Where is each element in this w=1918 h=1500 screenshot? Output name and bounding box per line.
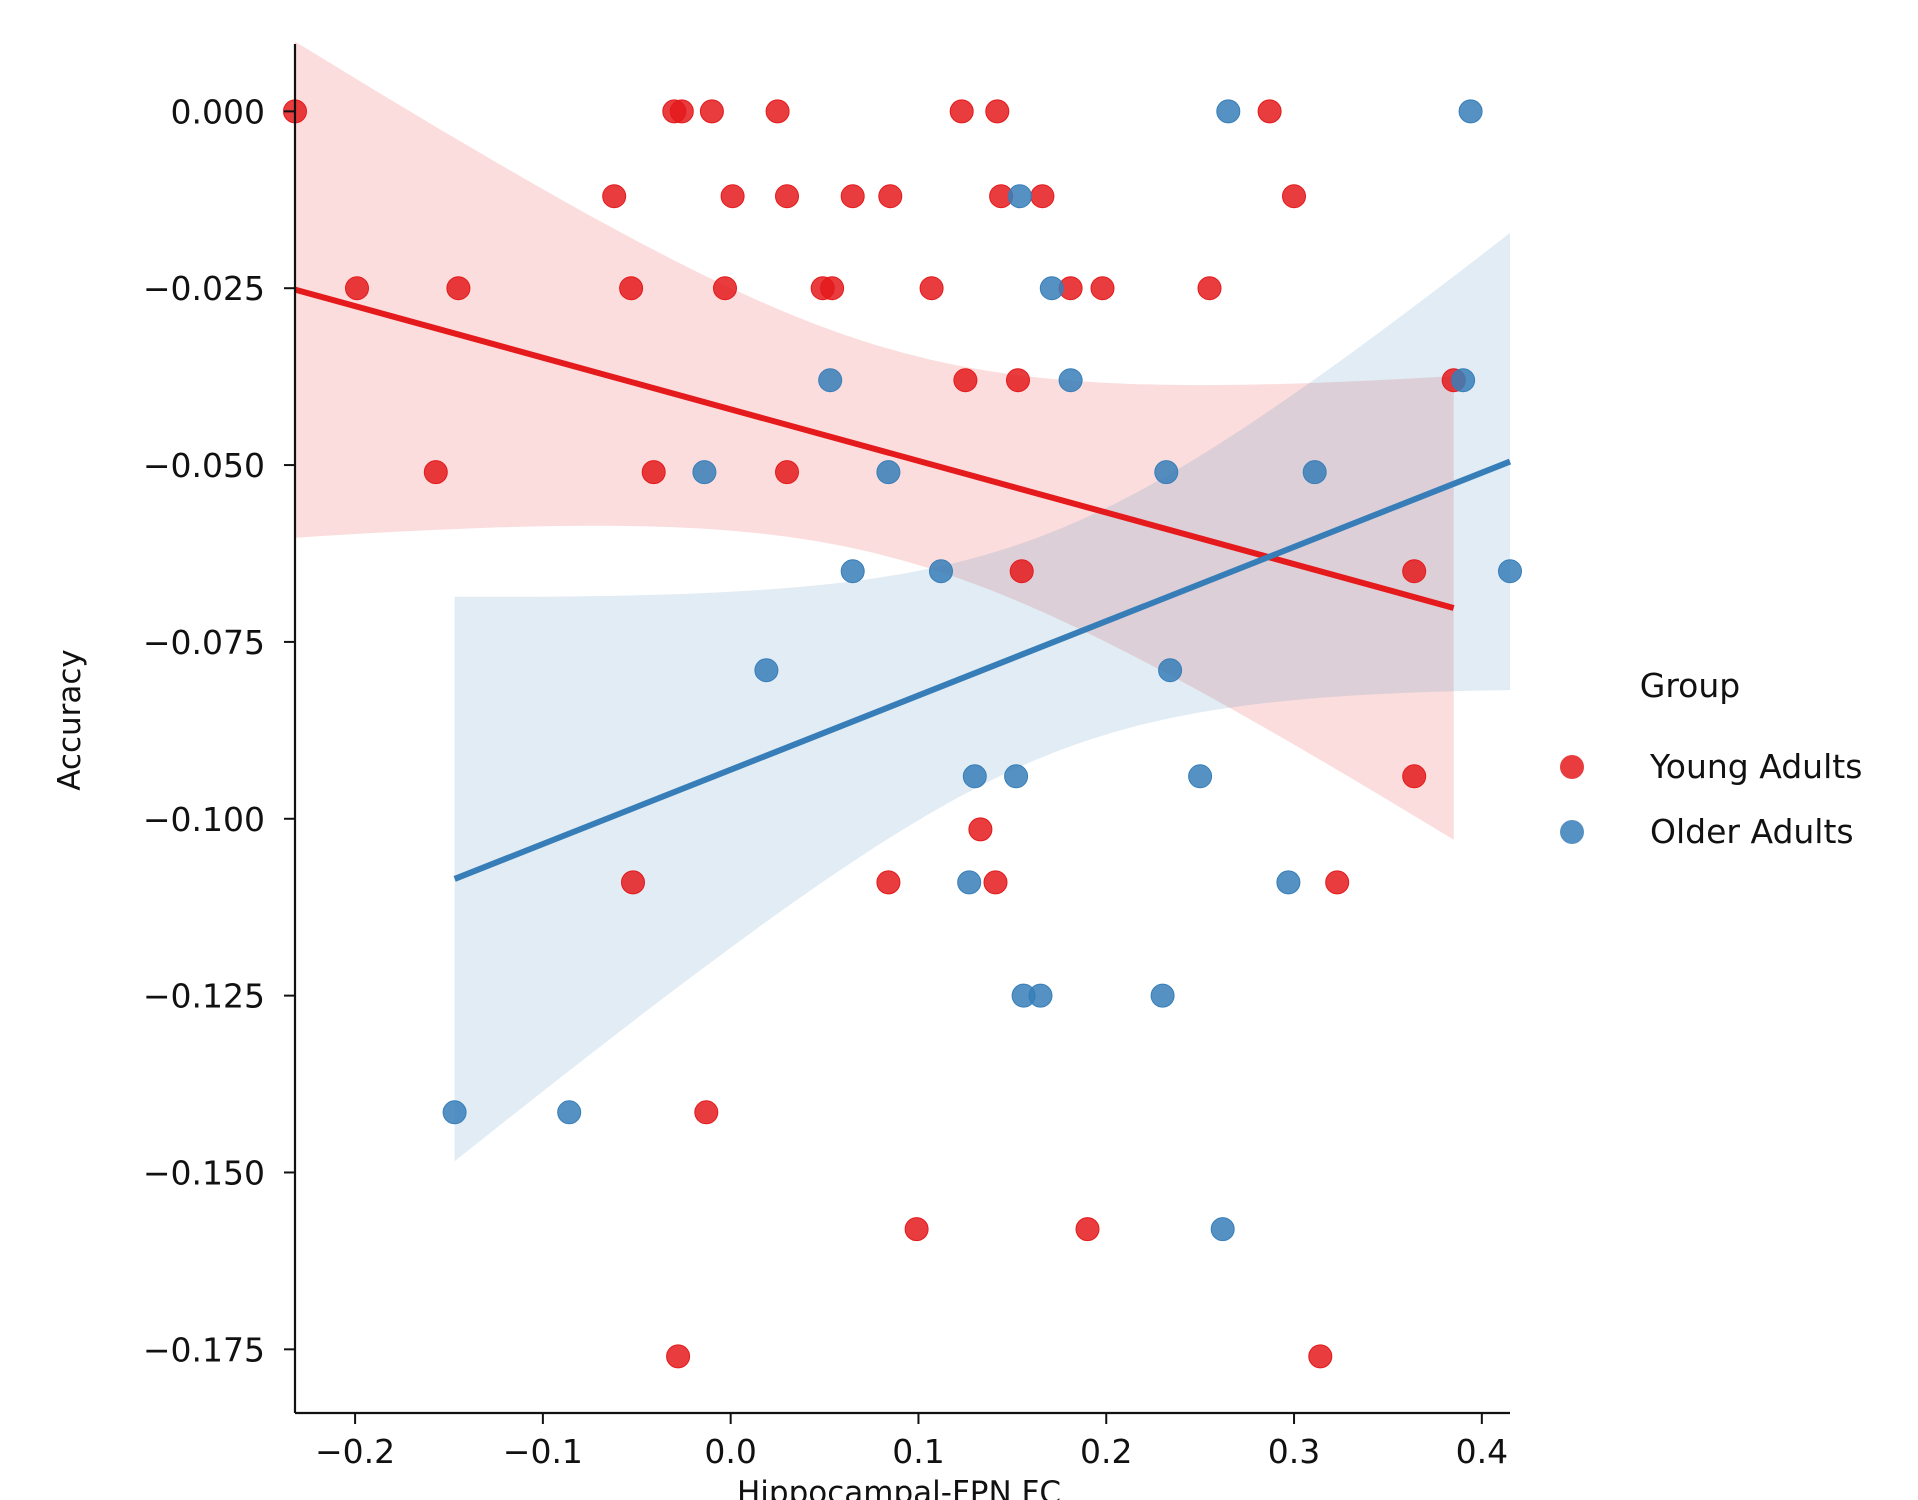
- data-point-young-adults: [602, 184, 627, 209]
- data-point-young-adults: [765, 99, 790, 124]
- data-point-older-adults: [692, 460, 717, 485]
- data-point-older-adults: [754, 658, 779, 683]
- data-point-older-adults: [1039, 276, 1064, 301]
- data-point-young-adults: [1090, 276, 1115, 301]
- data-point-older-adults: [1216, 99, 1241, 124]
- data-point-young-adults: [720, 184, 745, 209]
- regression-line-older-adults: [453, 458, 1512, 882]
- data-point-older-adults: [1451, 368, 1476, 393]
- data-point-older-adults: [1007, 184, 1032, 209]
- data-point-young-adults: [775, 184, 799, 209]
- data-point-older-adults: [1302, 460, 1327, 485]
- data-point-young-adults: [1197, 276, 1222, 301]
- data-point-young-adults: [1282, 184, 1306, 209]
- y-tick-label: −0.075: [143, 623, 265, 662]
- data-point-young-adults: [775, 460, 799, 485]
- data-point-young-adults: [840, 184, 865, 209]
- data-point-young-adults: [345, 276, 369, 301]
- x-tick-label: 0.4: [1456, 1432, 1508, 1471]
- data-point-young-adults: [983, 870, 1008, 895]
- data-point-older-adults: [1158, 658, 1183, 683]
- data-point-older-adults: [1498, 559, 1522, 584]
- data-point-young-adults: [713, 276, 737, 301]
- data-points: [283, 99, 1522, 1369]
- x-axis-label: Hippocampal-FPN FC: [737, 1475, 1061, 1500]
- x-tick-label: 0.2: [1080, 1432, 1132, 1471]
- legend-marker-young-adults: [1560, 755, 1584, 779]
- data-point-young-adults: [699, 99, 724, 124]
- data-point-older-adults: [1154, 460, 1179, 485]
- y-tick-label: −0.175: [143, 1330, 265, 1369]
- data-point-young-adults: [666, 1344, 691, 1369]
- data-point-young-adults: [1257, 99, 1282, 124]
- x-tick-label: −0.1: [503, 1432, 583, 1471]
- x-tick-label: −0.2: [315, 1432, 395, 1471]
- y-tick-label: −0.050: [143, 446, 265, 485]
- data-point-older-adults: [1458, 99, 1483, 124]
- data-point-older-adults: [1188, 764, 1213, 789]
- regression-line-young-adults: [294, 286, 1455, 611]
- legend-label-older-adults: Older Adults: [1650, 812, 1854, 851]
- confidence-bands: [295, 41, 1511, 1162]
- data-point-older-adults: [1210, 1217, 1235, 1242]
- y-axis-label: Accuracy: [52, 649, 88, 791]
- regression-lines: [294, 286, 1512, 882]
- data-point-older-adults: [818, 368, 843, 393]
- data-point-older-adults: [1150, 983, 1175, 1008]
- data-point-older-adults: [957, 870, 982, 895]
- data-point-older-adults: [929, 559, 953, 584]
- data-point-young-adults: [1402, 559, 1427, 584]
- data-point-young-adults: [820, 276, 845, 301]
- data-point-older-adults: [442, 1100, 467, 1125]
- data-point-young-adults: [876, 870, 901, 895]
- data-point-older-adults: [1058, 368, 1083, 393]
- y-tick-label: −0.125: [143, 977, 265, 1016]
- y-tick-label: −0.150: [143, 1153, 265, 1192]
- data-point-older-adults: [1028, 983, 1053, 1008]
- data-point-older-adults: [1004, 764, 1029, 789]
- data-point-young-adults: [446, 276, 471, 301]
- data-point-young-adults: [423, 460, 448, 485]
- data-point-young-adults: [1325, 870, 1350, 895]
- data-point-older-adults: [1276, 870, 1301, 895]
- legend-title: Group: [1640, 666, 1740, 705]
- y-tick-label: −0.100: [143, 800, 265, 839]
- data-point-young-adults: [619, 276, 644, 301]
- data-point-young-adults: [878, 184, 903, 209]
- data-point-young-adults: [641, 460, 666, 485]
- data-point-young-adults: [1009, 559, 1034, 584]
- data-point-young-adults: [949, 99, 974, 124]
- x-tick-label: 0.0: [704, 1432, 756, 1471]
- data-point-older-adults: [962, 764, 987, 789]
- data-point-young-adults: [919, 276, 944, 301]
- data-point-young-adults: [968, 817, 993, 842]
- data-point-young-adults: [1030, 184, 1055, 209]
- y-tick-label: −0.025: [143, 269, 265, 308]
- data-point-young-adults: [985, 99, 1010, 124]
- x-tick-label: 0.1: [892, 1432, 944, 1471]
- data-point-young-adults: [1402, 764, 1427, 789]
- confidence-band-young-adults: [295, 41, 1454, 840]
- data-point-young-adults: [1075, 1217, 1100, 1242]
- y-tick-label: 0.000: [171, 92, 265, 131]
- data-point-older-adults: [557, 1100, 582, 1125]
- data-point-young-adults: [1006, 368, 1030, 393]
- data-point-young-adults: [953, 368, 978, 393]
- data-point-older-adults: [876, 460, 901, 485]
- data-point-young-adults: [1308, 1344, 1333, 1369]
- data-point-older-adults: [840, 559, 865, 584]
- data-point-young-adults: [904, 1217, 929, 1242]
- legend: Group Young Adults Older Adults: [1560, 666, 1862, 851]
- legend-label-young-adults: Young Adults: [1649, 747, 1862, 786]
- legend-marker-older-adults: [1560, 820, 1584, 844]
- confidence-band-older-adults: [454, 233, 1511, 1162]
- axes: −0.2 −0.1 0.0 0.1 0.2 0.3 0.4 0.000 −0.025 −0.050…: [143, 44, 1510, 1471]
- data-point-young-adults: [621, 870, 645, 895]
- x-tick-label: 0.3: [1268, 1432, 1320, 1471]
- data-point-young-adults: [669, 99, 694, 124]
- data-point-young-adults: [694, 1100, 719, 1125]
